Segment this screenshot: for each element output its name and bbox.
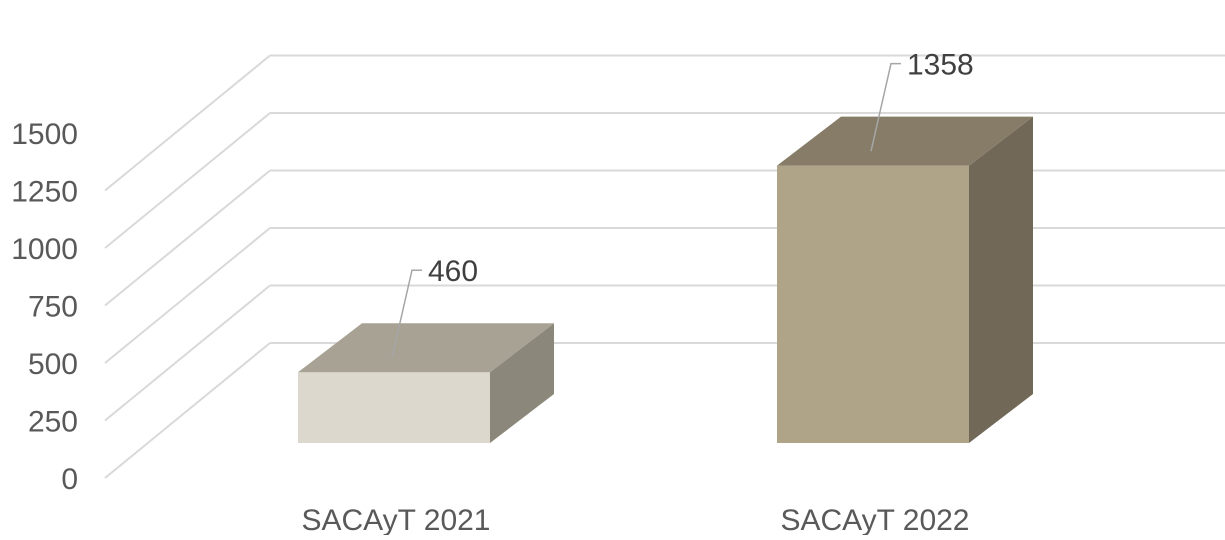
y-tick-label: 1000 [11, 233, 78, 266]
y-tick-label: 1500 [11, 118, 78, 151]
bar-top-face [777, 116, 1033, 166]
gridline-side [104, 284, 271, 422]
data-labels: 460 1358 [391, 49, 974, 358]
bar-top-face [298, 323, 554, 373]
x-axis-categories: SACAyT 2021 SACAyT 2022 [301, 504, 969, 537]
bar [777, 116, 1033, 443]
y-tick-label: 250 [28, 406, 78, 439]
gridlines [104, 54, 1225, 479]
data-label-leader [391, 269, 422, 358]
data-label: 1358 [907, 49, 974, 82]
gridline-side [104, 112, 271, 249]
y-tick-label: 1250 [11, 176, 78, 209]
bar-front-face [298, 372, 490, 443]
bar-side-face [969, 116, 1033, 443]
data-label-leader [870, 62, 901, 152]
bar-front-face [777, 165, 969, 443]
bar-side-face [490, 323, 554, 443]
data-label: 460 [428, 255, 478, 288]
gridline-side [104, 227, 271, 364]
y-tick-label: 750 [28, 291, 78, 324]
y-axis-ticks: 0 250 500 750 1000 1250 1500 [11, 118, 78, 496]
bars [298, 116, 1033, 443]
x-category-label: SACAyT 2022 [780, 504, 969, 535]
gridline-side [104, 54, 271, 192]
gridline-side [104, 342, 271, 479]
y-tick-label: 500 [28, 348, 78, 381]
x-category-label: SACAyT 2021 [301, 504, 490, 535]
y-tick-label: 0 [61, 463, 78, 496]
gridline-side [104, 169, 271, 307]
bar [298, 323, 554, 443]
